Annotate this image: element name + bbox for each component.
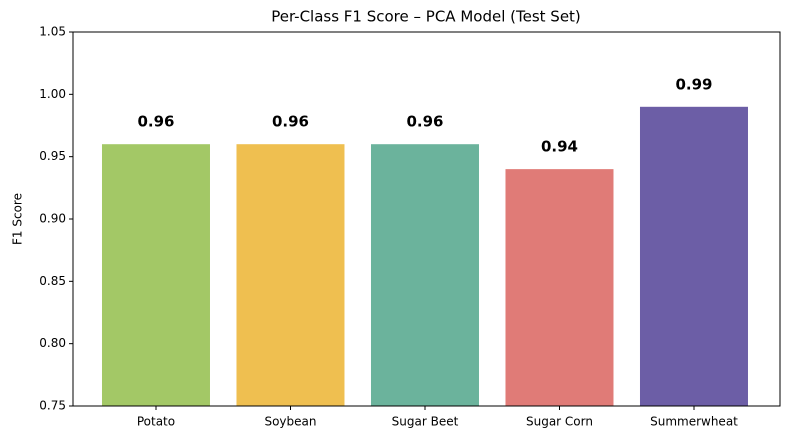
y-tick-label: 0.95 xyxy=(39,149,66,163)
bar xyxy=(505,169,614,406)
bar xyxy=(639,106,748,407)
y-tick-label: 0.85 xyxy=(39,274,66,288)
bar xyxy=(101,144,210,406)
value-label: 0.96 xyxy=(406,113,443,131)
x-tick-label: Soybean xyxy=(264,415,316,429)
x-tick-label: Summerwheat xyxy=(650,415,738,429)
value-label: 0.96 xyxy=(272,113,309,131)
x-tick-label: Sugar Corn xyxy=(526,415,593,429)
chart-title: Per-Class F1 Score – PCA Model (Test Set… xyxy=(271,8,581,26)
bar xyxy=(236,144,345,406)
y-axis-label: F1 Score xyxy=(11,193,25,245)
x-tick-label: Potato xyxy=(137,415,175,429)
y-tick-label: 0.90 xyxy=(39,212,66,226)
value-label: 0.96 xyxy=(137,113,174,131)
y-tick-label: 0.75 xyxy=(39,399,66,413)
y-tick-label: 0.80 xyxy=(39,336,66,350)
plot-frame xyxy=(72,31,781,407)
y-tick-label: 1.05 xyxy=(39,25,66,39)
y-tick-label: 1.00 xyxy=(39,87,66,101)
value-label: 0.94 xyxy=(541,138,578,156)
value-label: 0.99 xyxy=(675,75,712,93)
x-tick-label: Sugar Beet xyxy=(392,415,459,429)
bar xyxy=(370,144,479,406)
